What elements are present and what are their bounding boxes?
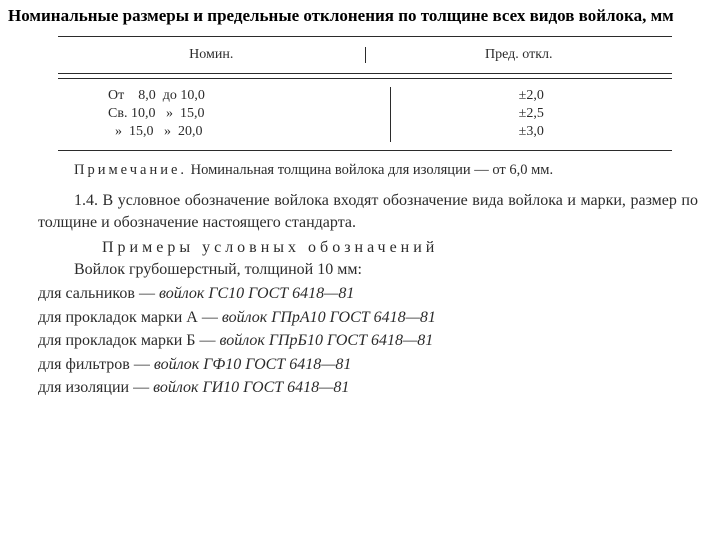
dev-1: ±2,0 bbox=[391, 87, 673, 105]
page-title: Номинальные размеры и предельные отклоне… bbox=[8, 6, 712, 26]
table-body: От 8,0 до 10,0 Св. 10,0 » 15,0 » 15,0 » … bbox=[58, 79, 672, 150]
table-bottom-rule bbox=[58, 150, 672, 151]
ex5-a: для изоляции — bbox=[38, 379, 153, 396]
ex5-b: войлок ГИ10 ГОСТ 6418—81 bbox=[153, 379, 349, 396]
example-line-1: для сальников — войлок ГС10 ГОСТ 6418—81 bbox=[38, 283, 712, 305]
example-line-3: для прокладок марки Б — войлок ГПрБ10 ГО… bbox=[38, 330, 712, 352]
examples-heading: Примеры условных обозначений bbox=[38, 239, 712, 257]
dimensions-table: Номин. Пред. откл. От 8,0 до 10,0 Св. 10… bbox=[58, 36, 672, 151]
col-header-nominal: Номин. bbox=[58, 47, 365, 63]
col-deviation-values: ±2,0 ±2,5 ±3,0 bbox=[391, 87, 673, 142]
ex4-a: для фильтров — bbox=[38, 356, 154, 373]
ex-intro-text: Войлок грубошерстный, толщиной 10 мм: bbox=[74, 261, 362, 278]
note-label: Примечание. bbox=[38, 162, 187, 178]
example-line-2: для прокладок марки А — войлок ГПрА10 ГО… bbox=[38, 307, 712, 329]
ex1-b: войлок ГС10 ГОСТ 6418—81 bbox=[159, 285, 354, 302]
note-block: Примечание. Номинальная толщина войлока … bbox=[38, 161, 682, 181]
ex3-b: войлок ГПрБ10 ГОСТ 6418—81 bbox=[219, 332, 433, 349]
ex1-a: для сальников — bbox=[38, 285, 159, 302]
note-text: Номинальная толщина войлока для изоляции… bbox=[191, 162, 553, 178]
paragraph-1-4: 1.4. В условное обозначение войлока вход… bbox=[38, 190, 698, 233]
example-line-5: для изоляции — войлок ГИ10 ГОСТ 6418—81 bbox=[38, 377, 712, 399]
col-header-deviation: Пред. откл. bbox=[366, 47, 673, 63]
para-text: 1.4. В условное обозначение войлока вход… bbox=[38, 192, 698, 231]
ex4-b: войлок ГФ10 ГОСТ 6418—81 bbox=[154, 356, 352, 373]
ex2-a: для прокладок марки А — bbox=[38, 309, 222, 326]
ex3-a: для прокладок марки Б — bbox=[38, 332, 219, 349]
example-line-4: для фильтров — войлок ГФ10 ГОСТ 6418—81 bbox=[38, 354, 712, 376]
dev-3: ±3,0 bbox=[391, 123, 673, 141]
example-intro: Войлок грубошерстный, толщиной 10 мм: bbox=[38, 259, 712, 281]
col-nominal-values: От 8,0 до 10,0 Св. 10,0 » 15,0 » 15,0 » … bbox=[58, 87, 390, 142]
ex2-b: войлок ГПрА10 ГОСТ 6418—81 bbox=[222, 309, 436, 326]
dev-2: ±2,5 bbox=[391, 105, 673, 123]
table-header-row: Номин. Пред. откл. bbox=[58, 37, 672, 73]
